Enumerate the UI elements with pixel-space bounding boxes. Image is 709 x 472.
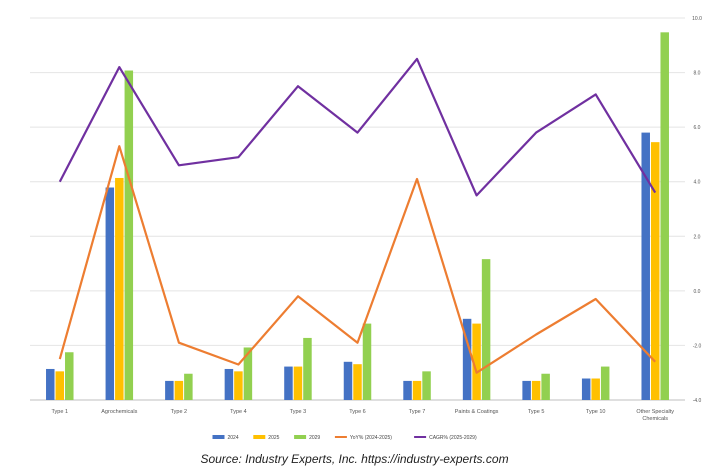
bar-2025-type-7 xyxy=(412,380,422,400)
legend-swatch xyxy=(212,435,225,439)
bar-2029-type-3 xyxy=(303,337,312,400)
bar-2025-paints-coatings xyxy=(472,323,481,400)
category-tick-label: Agrochemicals xyxy=(101,409,137,415)
bar-2029-paints-coatings xyxy=(481,259,491,400)
source-caption: Source: Industry Experts, Inc. https://i… xyxy=(200,452,509,466)
right-axis-tick-label: -2.0 xyxy=(693,343,702,349)
bar-2024-type-4 xyxy=(224,368,234,400)
bar-2025-type-10 xyxy=(591,378,600,400)
category-tick-label: Type 6 xyxy=(349,409,366,415)
category-tick-label: Type 3 xyxy=(290,409,307,415)
category-tick-label: Other Specialty Chemicals xyxy=(636,409,674,422)
bar-2025-other-specialty-chemicals xyxy=(650,142,660,400)
bar-2024-type-3 xyxy=(284,366,293,400)
bar-2024-other-specialty-chemicals xyxy=(641,132,650,400)
legend-label: 2024 xyxy=(228,435,239,441)
bar-2029-type-4 xyxy=(243,347,253,400)
category-tick-label: Type 10 xyxy=(586,409,606,415)
bar-2024-type-10 xyxy=(581,378,591,400)
legend-swatch xyxy=(294,435,307,439)
right-axis-tick-label: -4.0 xyxy=(693,398,702,404)
right-axis-tick-label: 8.0 xyxy=(694,71,701,77)
legend-label: YoY% (2024-2025) xyxy=(350,435,392,441)
category-tick-label: Type 1 xyxy=(52,409,69,415)
category-tick-label: Type 2 xyxy=(171,409,188,415)
bar-2024-paints-coatings xyxy=(462,318,472,400)
right-axis-tick-label: 6.0 xyxy=(694,125,701,131)
bar-2029-type-2 xyxy=(184,373,193,400)
line-yoy-2024-2025- xyxy=(58,145,656,374)
category-tick-label: Type 7 xyxy=(409,409,426,415)
bar-2029-type-10 xyxy=(600,366,610,400)
right-axis-tick-label: 10.0 xyxy=(692,16,702,22)
legend-label: 2025 xyxy=(268,435,279,441)
legend-swatch xyxy=(253,435,266,439)
bar-2024-agrochemicals xyxy=(105,187,115,400)
bar-2025-type-3 xyxy=(293,366,303,400)
right-axis-tick-label: 4.0 xyxy=(694,180,701,186)
right-axis-tick-label: 2.0 xyxy=(694,234,701,240)
category-tick-label: Type 5 xyxy=(528,409,545,415)
bar-2024-type-5 xyxy=(522,380,531,400)
bar-2029-type-5 xyxy=(541,373,550,400)
legend-label: CAGR% (2025-2029) xyxy=(429,435,477,441)
category-tick-label: Type 4 xyxy=(230,409,247,415)
bar-2029-type-6 xyxy=(362,323,372,400)
bar-2029-other-specialty-chemicals xyxy=(660,32,669,400)
bar-2025-agrochemicals xyxy=(115,177,124,400)
bar-2025-type-1 xyxy=(55,371,65,400)
bar-2024-type-1 xyxy=(46,368,55,400)
bar-2024-type-6 xyxy=(343,361,353,400)
bar-2029-agrochemicals xyxy=(124,70,134,401)
bar-2029-type-7 xyxy=(422,371,431,400)
bar-2024-type-7 xyxy=(403,380,412,400)
bar-2024-type-2 xyxy=(165,380,174,400)
bar-2025-type-4 xyxy=(234,371,243,400)
bar-2025-type-2 xyxy=(174,380,184,400)
bar-2029-type-1 xyxy=(65,352,74,400)
category-tick-label: Paints & Coatings xyxy=(455,409,499,415)
bar-2025-type-5 xyxy=(531,380,541,400)
legend-label: 2029 xyxy=(309,435,320,441)
right-axis-tick-label: 0.0 xyxy=(694,289,701,295)
bar-2025-type-6 xyxy=(353,364,362,400)
